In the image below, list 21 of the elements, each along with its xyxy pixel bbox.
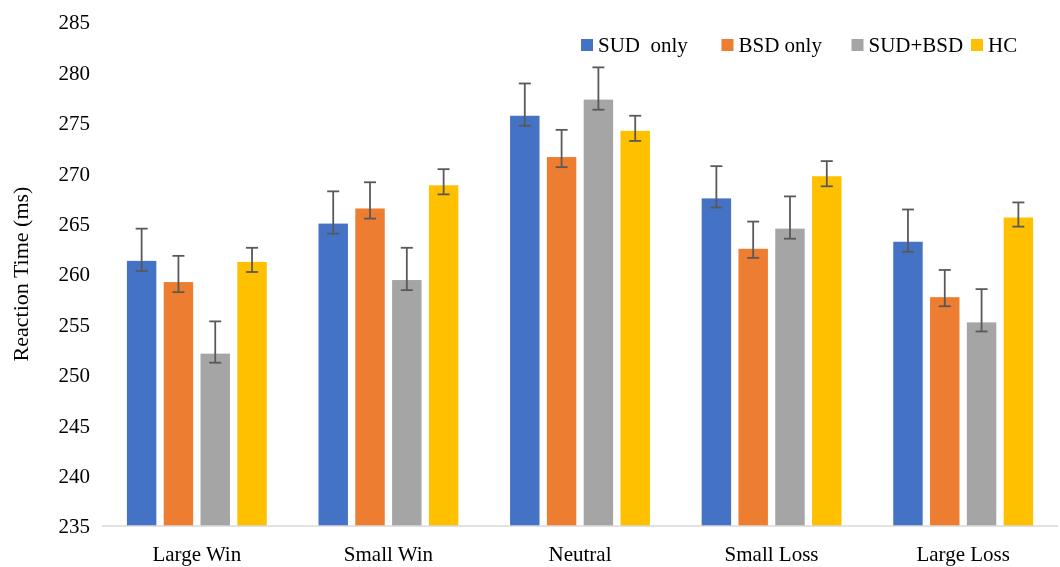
y-tick-label: 280	[58, 60, 90, 85]
y-tick-label: 285	[58, 10, 90, 35]
y-tick-label: 245	[58, 413, 90, 438]
y-tick-label: 265	[58, 211, 90, 236]
x-tick-label: Small Loss	[724, 542, 819, 566]
y-tick-label: 260	[58, 262, 90, 287]
y-tick-label: 240	[58, 463, 90, 488]
legend-label: BSD only	[738, 33, 823, 57]
y-tick-label: 270	[58, 161, 90, 186]
y-tick-label: 235	[58, 514, 90, 539]
x-tick-label: Neutral	[548, 542, 612, 566]
legend-label: SUD+BSD	[868, 33, 964, 57]
legend-label: HC	[988, 33, 1018, 57]
legend-label: SUD only	[598, 33, 689, 57]
y-tick-label: 250	[58, 363, 90, 388]
y-axis-title: Reaction Time (ms)	[8, 186, 33, 362]
y-tick-label: 275	[58, 111, 90, 136]
x-tick-label: Large Loss	[916, 542, 1010, 566]
x-tick-label: Large Win	[152, 542, 242, 566]
x-tick-label: Small Win	[343, 542, 434, 566]
y-tick-label: 255	[58, 312, 90, 337]
